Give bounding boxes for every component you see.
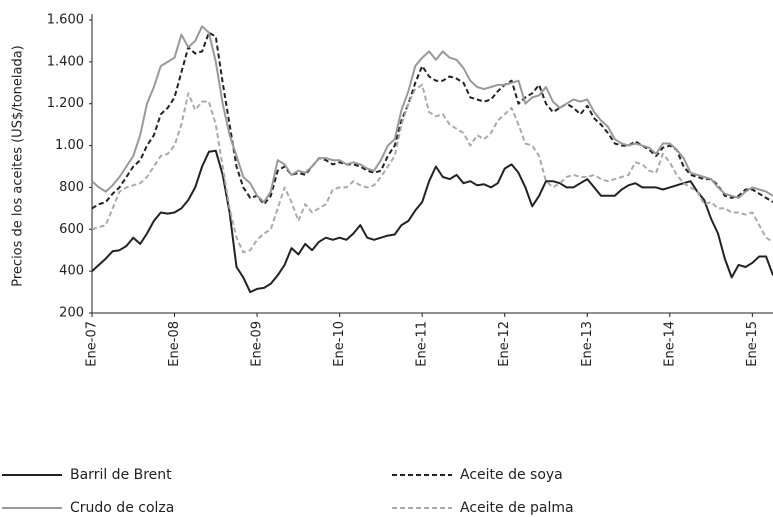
legend-label: Aceite de soya <box>460 467 563 483</box>
series-line <box>91 25 773 204</box>
y-tick-label: 800 <box>59 180 84 195</box>
y-axis-label: Precios de los aceites (US$/tonelada) <box>11 45 26 287</box>
x-tick-label: Ene-15 <box>745 321 760 367</box>
legend-label: Barril de Brent <box>70 467 172 483</box>
x-tick-label: Ene-13 <box>580 321 595 367</box>
y-tick-label: 1.600 <box>47 13 84 28</box>
series-line <box>91 149 773 294</box>
x-tick-label: Ene-11 <box>415 321 430 367</box>
x-tick-label: Ene-07 <box>85 321 100 367</box>
y-tick-label: 1.00 <box>55 138 84 153</box>
y-tick-label: 200 <box>59 306 84 321</box>
y-tick-label: 400 <box>59 264 84 279</box>
x-tick-label: Ene-09 <box>250 321 265 367</box>
series-line <box>91 31 773 210</box>
x-tick-label: Ene-10 <box>332 321 347 367</box>
x-tick-label: Ene-14 <box>662 321 677 367</box>
legend-label: Aceite de palma <box>460 500 574 516</box>
x-tick-label: Ene-08 <box>167 321 182 367</box>
legend-label: Crudo de colza <box>70 500 174 516</box>
y-tick-label: 1.200 <box>47 96 84 111</box>
series-line <box>91 83 773 254</box>
y-tick-label: 600 <box>59 222 84 237</box>
x-tick-label: Ene-12 <box>497 321 512 367</box>
y-tick-label: 1.400 <box>47 54 84 69</box>
